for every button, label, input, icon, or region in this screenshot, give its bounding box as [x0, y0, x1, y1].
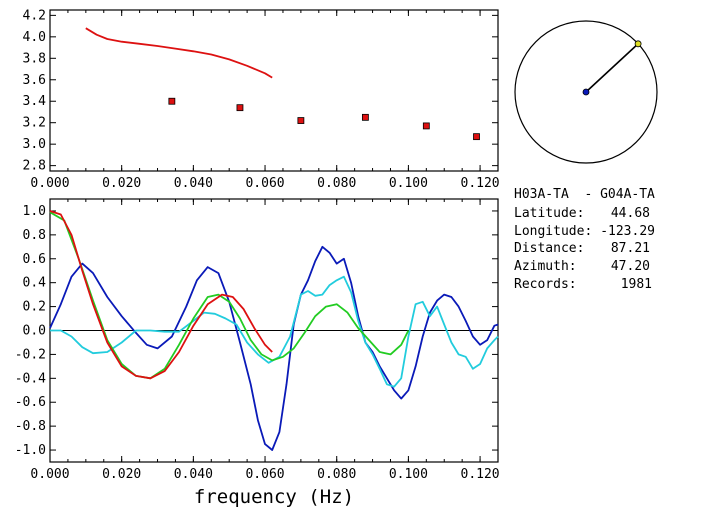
x-tick-label: 0.060	[245, 176, 284, 191]
azimuth-end-dot	[634, 40, 642, 48]
longitude-label: Longitude:	[514, 224, 592, 239]
data-point-marker	[297, 117, 305, 124]
distance-label: Distance:	[514, 241, 584, 256]
longitude-value: -123.29	[600, 224, 655, 239]
data-point-marker	[422, 122, 430, 130]
y-tick-label: -0.8	[15, 419, 46, 434]
x-tick-label: 0.000	[30, 467, 69, 482]
y-tick-label: 0.6	[23, 252, 46, 267]
correlation-chart-ticks: 0.000 0.020 0.040 0.060 0.080 0.100 0.120 1.0 0.…	[15, 199, 500, 482]
records-label: Records:	[514, 277, 577, 292]
dispersion-chart: 0.000 0.020 0.040 0.060 0.080 0.100 0.120 2.8 3.…	[23, 8, 500, 191]
series-line-3	[49, 210, 273, 380]
data-point-marker	[236, 104, 244, 112]
x-tick-label: 0.040	[174, 176, 213, 191]
azimuth-needle	[585, 43, 639, 93]
data-point-marker	[361, 113, 369, 121]
y-tick-label: 3.6	[23, 73, 46, 88]
dispersion-chart-frame	[49, 9, 499, 172]
correlation-chart-series	[49, 210, 499, 451]
distance-value: 87.21	[611, 241, 650, 256]
y-tick-label: -1.0	[15, 443, 46, 458]
station-pair: H03A-TA - G04A-TA	[514, 187, 655, 202]
x-tick-label: 0.020	[102, 467, 141, 482]
y-tick-label: 3.8	[23, 51, 46, 66]
latitude-label: Latitude:	[514, 206, 584, 221]
y-tick-label: 3.4	[23, 94, 47, 109]
station-info-panel: H03A-TA - G04A-TA Latitude: 44.68 Longit…	[514, 187, 655, 292]
y-tick-label: 3.0	[23, 137, 46, 152]
correlation-chart: 0.000 0.020 0.040 0.060 0.080 0.100 0.120 1.0 0.…	[15, 198, 500, 508]
dispersion-chart-series	[85, 27, 480, 141]
dispersion-chart-ticks: 0.000 0.020 0.040 0.060 0.080 0.100 0.120 2.8 3.…	[23, 8, 500, 191]
x-tick-label: 0.100	[389, 467, 428, 482]
x-tick-label: 0.000	[30, 176, 69, 191]
y-tick-label: 2.8	[23, 159, 46, 174]
y-tick-label: -0.6	[15, 395, 46, 410]
x-tick-label: 0.020	[102, 176, 141, 191]
records-value: 1981	[621, 277, 652, 292]
azimuth-label: Azimuth:	[514, 259, 577, 274]
azimuth-center-dot	[582, 88, 590, 96]
azimuth-value: 47.20	[611, 259, 650, 274]
y-tick-label: 4.0	[23, 30, 46, 45]
x-axis-title: frequency (Hz)	[194, 486, 354, 508]
azimuth-dial-circle	[514, 20, 658, 164]
series-line-2	[49, 211, 410, 380]
data-point-marker	[168, 97, 176, 105]
y-tick-label: -0.2	[15, 347, 46, 362]
x-tick-label: 0.060	[245, 467, 284, 482]
x-tick-label: 0.100	[389, 176, 428, 191]
y-tick-label: 0.0	[23, 324, 46, 339]
x-tick-label: 0.040	[174, 467, 213, 482]
series-line-1	[50, 275, 499, 388]
series-line-0	[85, 27, 273, 79]
x-tick-label: 0.120	[461, 467, 500, 482]
y-tick-label: 0.8	[23, 228, 46, 243]
y-tick-label: 0.4	[23, 276, 47, 291]
latitude-value: 44.68	[611, 206, 650, 221]
x-tick-label: 0.120	[461, 176, 500, 191]
y-tick-label: 0.2	[23, 300, 46, 315]
y-tick-label: 4.2	[23, 8, 46, 23]
x-tick-label: 0.080	[317, 176, 356, 191]
y-tick-label: 1.0	[23, 204, 46, 219]
azimuth-dial	[514, 20, 658, 164]
y-tick-label: -0.4	[15, 371, 46, 386]
y-tick-label: 3.2	[23, 116, 46, 131]
data-point-marker	[473, 133, 480, 141]
x-tick-label: 0.080	[317, 467, 356, 482]
series-line-0	[49, 245, 499, 451]
